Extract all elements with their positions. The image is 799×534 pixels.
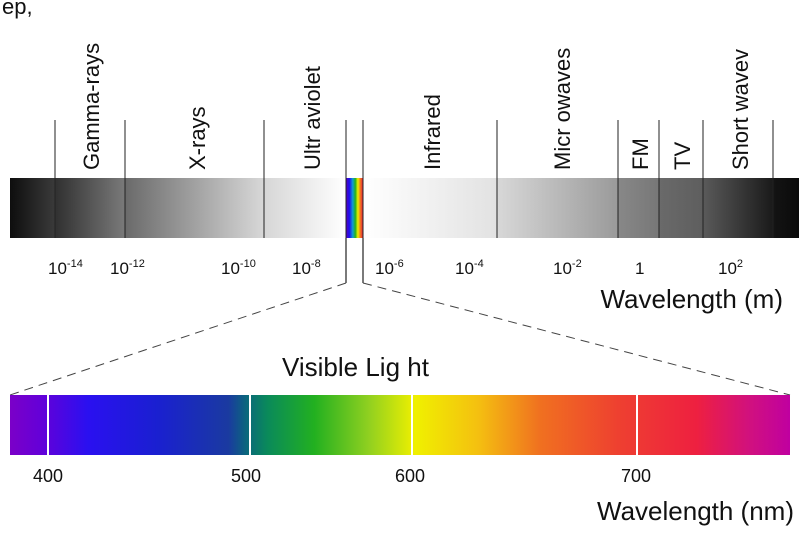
scale-label: 10-10 xyxy=(221,258,256,278)
zoom-lines xyxy=(9,282,791,396)
region-label-ultraviolet: Ultr aviolet xyxy=(300,66,325,170)
scale-label: 10-12 xyxy=(110,258,145,278)
scale-label: 10-8 xyxy=(292,258,321,278)
tick-label-400: 400 xyxy=(33,466,63,486)
tick-label-500: 500 xyxy=(231,466,261,486)
scale-label: 102 xyxy=(718,258,743,278)
region-label-microwaves: Micr owaves xyxy=(550,48,575,170)
region-label-gamma: Gamma-rays xyxy=(79,43,104,170)
visible-slice xyxy=(346,178,363,238)
scale-label: 10-14 xyxy=(48,258,83,278)
region-label-xrays: X-rays xyxy=(185,106,210,170)
tick-label-700: 700 xyxy=(621,466,651,486)
visible-light-band xyxy=(10,395,790,455)
cropped-header-text: ep, xyxy=(2,0,33,19)
scale-label: 1 xyxy=(635,259,644,278)
region-separators xyxy=(54,120,774,178)
region-labels: Gamma-rays X-rays Ultr aviolet Infrared … xyxy=(79,43,753,170)
slice-ticks xyxy=(345,238,364,283)
em-spectrum-band xyxy=(10,178,799,238)
tick-label-600: 600 xyxy=(395,466,425,486)
region-label-fm: FM xyxy=(628,138,653,170)
wavelength-scale-m: 10-14 10-12 10-10 10-8 10-6 10-4 10-2 1 … xyxy=(48,258,743,278)
scale-label: 10-2 xyxy=(553,258,582,278)
visible-tick-labels: 400 500 600 700 xyxy=(33,466,651,486)
region-label-tv: TV xyxy=(670,142,695,170)
band-separators xyxy=(54,178,774,238)
region-label-infrared: Infrared xyxy=(420,94,445,170)
visible-tick-lines xyxy=(47,395,638,455)
axis-label-wavelength-nm: Wavelength (nm) xyxy=(597,496,794,526)
region-label-shortwave: Short wavev xyxy=(728,49,753,170)
scale-label: 10-6 xyxy=(375,258,404,278)
visible-light-title: Visible Lig ht xyxy=(282,352,430,382)
scale-label: 10-4 xyxy=(455,258,484,278)
axis-label-wavelength-m: Wavelength (m) xyxy=(600,284,783,314)
